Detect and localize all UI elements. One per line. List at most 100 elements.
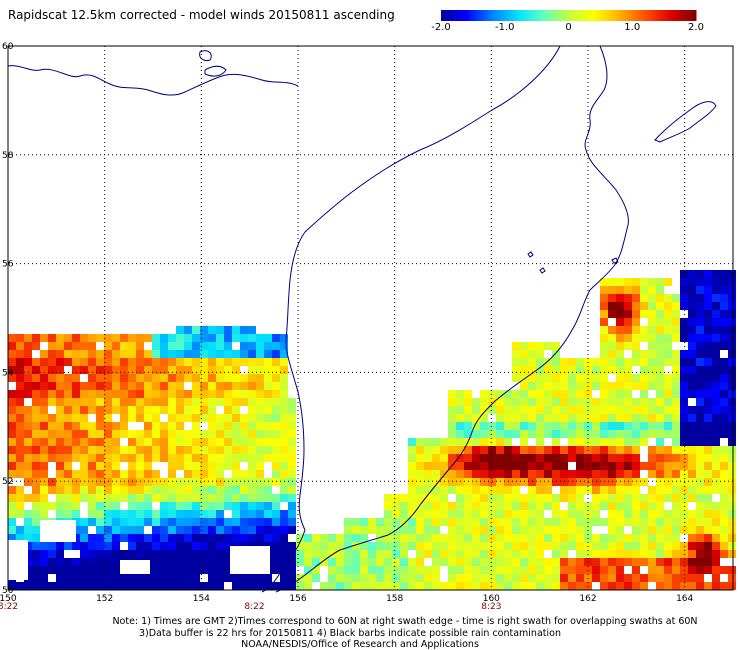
wind-cell: [408, 518, 416, 526]
wind-cell: [440, 550, 448, 558]
wind-cell: [416, 574, 424, 582]
wind-cell: [512, 526, 520, 534]
wind-cell: [120, 398, 128, 406]
wind-cell: [680, 430, 688, 438]
wind-cell: [424, 494, 432, 502]
wind-cell: [592, 558, 600, 566]
wind-cell: [440, 486, 448, 494]
wind-cell: [560, 494, 568, 502]
wind-cell: [720, 462, 728, 470]
wind-cell: [704, 398, 712, 406]
wind-cell: [696, 510, 704, 518]
wind-cell: [240, 502, 248, 510]
wind-cell: [568, 478, 576, 486]
wind-cell: [136, 438, 144, 446]
wind-cell: [240, 382, 248, 390]
wind-cell: [440, 518, 448, 526]
wind-cell: [520, 582, 528, 590]
wind-cell: [256, 446, 264, 454]
wind-cell: [616, 286, 624, 294]
wind-cell: [688, 414, 696, 422]
wind-cell: [88, 438, 96, 446]
wind-cell: [680, 502, 688, 510]
wind-cell: [56, 494, 64, 502]
wind-cell: [656, 294, 664, 302]
wind-cell: [632, 398, 640, 406]
wind-cell: [200, 558, 208, 566]
wind-cell: [256, 574, 264, 582]
wind-cell: [624, 326, 632, 334]
wind-cell: [552, 382, 560, 390]
wind-cell: [112, 542, 120, 550]
wind-cell: [448, 566, 456, 574]
wind-cell: [544, 422, 552, 430]
wind-cell: [456, 470, 464, 478]
wind-cell: [208, 494, 216, 502]
wind-cell: [624, 446, 632, 454]
wind-cell: [656, 454, 664, 462]
wind-cell: [312, 566, 320, 574]
wind-cell: [248, 518, 256, 526]
wind-cell: [32, 550, 40, 558]
wind-cell: [720, 358, 728, 366]
wind-cell: [536, 510, 544, 518]
wind-cell: [24, 510, 32, 518]
wind-cell: [592, 446, 600, 454]
wind-cell: [728, 286, 736, 294]
wind-cell: [48, 502, 56, 510]
wind-cell: [8, 390, 16, 398]
wind-cell: [544, 486, 552, 494]
wind-cell: [656, 518, 664, 526]
wind-cell: [144, 502, 152, 510]
wind-cell: [136, 582, 144, 590]
wind-cell: [168, 558, 176, 566]
wind-cell: [544, 382, 552, 390]
wind-cell: [720, 374, 728, 382]
wind-cell: [136, 366, 144, 374]
wind-cell: [216, 518, 224, 526]
wind-cell: [104, 342, 112, 350]
wind-cell: [40, 566, 48, 574]
wind-cell: [128, 390, 136, 398]
wind-cell: [64, 582, 72, 590]
wind-cell: [648, 326, 656, 334]
wind-cell: [64, 422, 72, 430]
wind-cell: [48, 454, 56, 462]
wind-cell: [272, 342, 280, 350]
wind-cell: [712, 334, 720, 342]
wind-cell: [432, 550, 440, 558]
wind-cell: [344, 566, 352, 574]
wind-cell: [24, 446, 32, 454]
wind-cell: [96, 398, 104, 406]
wind-cell: [88, 390, 96, 398]
wind-cell: [664, 534, 672, 542]
wind-cell: [504, 550, 512, 558]
colorbar-segment: [654, 10, 657, 21]
wind-cell: [256, 358, 264, 366]
wind-cell: [280, 550, 288, 558]
wind-cell: [728, 366, 736, 374]
wind-cell: [272, 510, 280, 518]
wind-cell: [440, 446, 448, 454]
colorbar-segment: [648, 10, 651, 21]
wind-cell: [616, 566, 624, 574]
wind-cell: [544, 558, 552, 566]
colorbar-segment: [472, 10, 476, 21]
wind-cell: [112, 454, 120, 462]
wind-cell: [64, 446, 72, 454]
wind-cell: [688, 286, 696, 294]
wind-cell: [544, 582, 552, 590]
colorbar-segment: [480, 10, 484, 21]
wind-cell: [416, 438, 424, 446]
wind-cell: [504, 534, 512, 542]
wind-cell: [136, 486, 144, 494]
wind-cell: [280, 510, 288, 518]
wind-cell: [696, 366, 704, 374]
wind-cell: [200, 526, 208, 534]
wind-cell: [224, 398, 232, 406]
wind-cell: [552, 430, 560, 438]
wind-cell: [488, 494, 496, 502]
wind-cell: [32, 510, 40, 518]
colorbar-segment: [526, 10, 530, 21]
wind-cell: [712, 542, 720, 550]
